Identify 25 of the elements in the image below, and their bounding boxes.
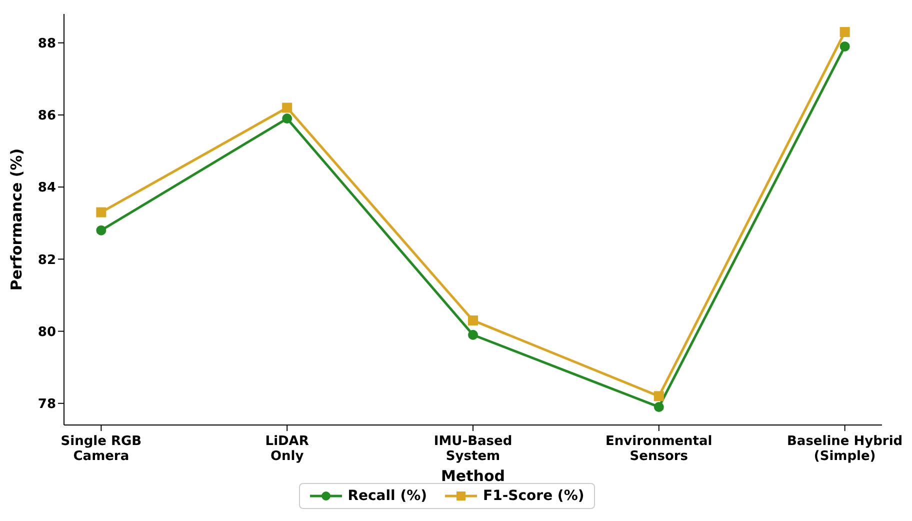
y-tick-label: 86	[38, 108, 56, 124]
x-tick-label: IMU-Based System	[434, 434, 512, 464]
point	[468, 315, 478, 326]
y-tick-label: 80	[38, 324, 56, 340]
y-tick-label: 82	[38, 252, 56, 268]
x-axis-title: Method	[441, 467, 505, 485]
x-tick-label: Single RGB Camera	[60, 434, 142, 464]
point	[840, 41, 850, 52]
point	[96, 207, 106, 218]
y-tick-label: 88	[38, 36, 56, 52]
point	[96, 225, 106, 236]
legend-label: Recall (%)	[348, 488, 428, 504]
point	[282, 114, 292, 124]
point	[840, 27, 850, 38]
point	[282, 102, 292, 113]
y-tick-label: 78	[38, 396, 56, 412]
x-tick-label: Environmental Sensors	[606, 434, 712, 464]
legend-label: F1-Score (%)	[483, 488, 584, 504]
point	[654, 391, 664, 402]
point	[468, 330, 478, 340]
x-tick-label: Baseline Hybrid (Simple)	[787, 434, 903, 464]
point	[654, 402, 664, 412]
y-tick-label: 84	[38, 180, 56, 196]
x-tick-label: LiDAR Only	[265, 434, 309, 464]
y-axis-title: Performance (%)	[7, 148, 26, 291]
